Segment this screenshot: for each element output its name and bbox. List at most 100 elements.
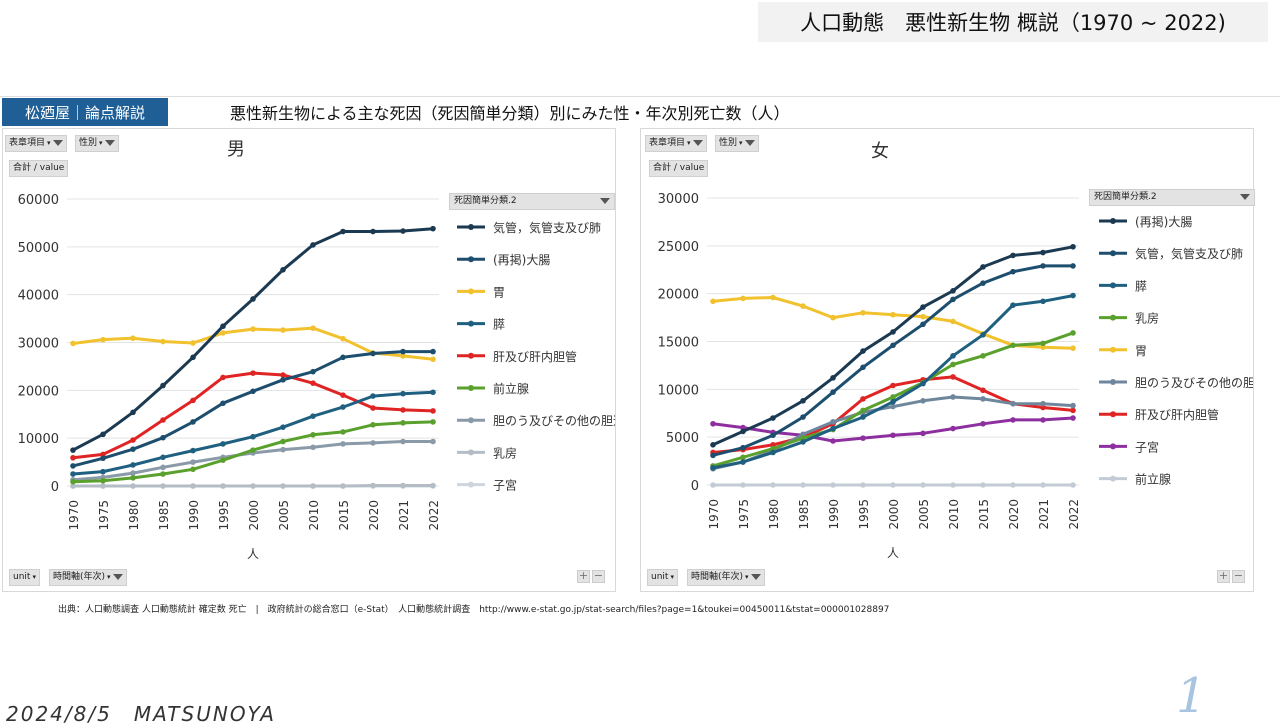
data-point xyxy=(1040,400,1046,407)
legend-label: 肝及び肝内胆管 xyxy=(493,349,577,364)
data-point xyxy=(830,419,836,425)
data-point xyxy=(800,435,806,441)
data-point xyxy=(950,296,956,303)
slide-title: 人口動態 悪性新生物 概説（1970 ~ 2022) xyxy=(800,11,1226,35)
data-point xyxy=(280,424,286,430)
data-point xyxy=(860,396,866,402)
data-point xyxy=(950,425,956,432)
data-point xyxy=(100,431,106,438)
data-point xyxy=(250,433,256,440)
unit-button[interactable]: unit ▾ xyxy=(647,569,678,586)
data-point xyxy=(100,468,106,475)
data-point xyxy=(830,314,836,321)
filter-item-button[interactable]: 表章項目 ▾ xyxy=(645,135,707,152)
time-axis-button[interactable]: 時間軸(年次) ▾ xyxy=(49,569,127,586)
data-point xyxy=(310,325,316,331)
data-point xyxy=(860,482,866,488)
data-point xyxy=(950,482,956,488)
legend-label: 膵 xyxy=(1135,279,1147,293)
y-tick-label: 30000 xyxy=(658,192,699,207)
data-point xyxy=(310,432,316,438)
data-point xyxy=(890,329,896,335)
data-point xyxy=(190,397,196,404)
time-axis-button[interactable]: 時間軸(年次) ▾ xyxy=(687,569,765,586)
data-point xyxy=(770,432,776,439)
data-point xyxy=(710,298,716,305)
x-tick-label: 1990 xyxy=(187,500,201,531)
data-point xyxy=(400,390,406,397)
zoom-in-button[interactable]: + xyxy=(1217,569,1230,583)
filter-sex-button[interactable]: 性別 ▾ xyxy=(715,135,759,152)
data-point xyxy=(340,354,346,361)
data-point xyxy=(740,428,746,435)
data-point xyxy=(160,454,166,461)
filter-icon xyxy=(104,139,115,146)
data-point xyxy=(740,459,746,465)
data-point xyxy=(1010,482,1016,488)
x-tick-label: 2020 xyxy=(367,500,381,531)
zoom-out-button[interactable]: − xyxy=(592,569,605,583)
data-point xyxy=(100,455,106,462)
data-point xyxy=(890,403,896,410)
data-point xyxy=(800,431,806,438)
x-tick-label: 1980 xyxy=(767,499,781,530)
data-point xyxy=(430,419,436,425)
data-point xyxy=(710,464,716,471)
data-point xyxy=(1070,330,1076,336)
data-point xyxy=(1070,243,1076,250)
series-line xyxy=(712,294,1074,470)
filter-item-button[interactable]: 表章項目 ▾ xyxy=(5,135,67,152)
data-point xyxy=(860,310,866,316)
x-tick-label: 2021 xyxy=(1037,499,1051,530)
data-point xyxy=(890,311,896,318)
data-point xyxy=(130,475,136,481)
data-point xyxy=(130,335,136,341)
data-point xyxy=(280,377,286,383)
zoom-in-button[interactable]: + xyxy=(577,569,590,583)
filter-sex-button[interactable]: 性別 ▾ xyxy=(75,135,119,152)
legend-filter-button[interactable]: 死因簡単分類.2 xyxy=(1089,189,1255,206)
data-point xyxy=(980,482,986,488)
x-tick-label: 1985 xyxy=(157,500,171,531)
data-point xyxy=(980,353,986,359)
legend-marker xyxy=(1110,411,1116,418)
x-tick-label: 1975 xyxy=(97,500,111,531)
data-point xyxy=(830,425,836,432)
data-point xyxy=(310,444,316,451)
data-point xyxy=(310,483,316,489)
data-point xyxy=(340,483,346,489)
zoom-out-button[interactable]: − xyxy=(1232,569,1245,583)
data-point xyxy=(70,454,76,461)
value-field-button[interactable]: 合計 / value xyxy=(9,160,69,177)
data-point xyxy=(980,280,986,286)
filter-icon xyxy=(692,139,703,146)
data-point xyxy=(800,398,806,404)
data-point xyxy=(340,429,346,435)
data-point xyxy=(370,482,376,489)
data-point xyxy=(100,483,106,489)
legend-label: 胆のう及びその他の胆道 xyxy=(1135,376,1253,390)
data-point xyxy=(740,482,746,488)
data-point xyxy=(310,368,316,375)
value-field-button[interactable]: 合計 / value xyxy=(649,160,709,177)
data-point xyxy=(370,440,376,446)
data-point xyxy=(860,435,866,441)
x-tick-label: 1990 xyxy=(827,499,841,530)
data-point xyxy=(920,430,926,437)
data-point xyxy=(430,408,436,414)
data-point xyxy=(800,482,806,488)
legend-filter-button[interactable]: 死因簡単分類.2 xyxy=(449,193,615,210)
data-point xyxy=(130,446,136,452)
data-point xyxy=(1070,415,1076,421)
data-point xyxy=(400,353,406,359)
data-point xyxy=(220,483,226,489)
legend-label: (再掲)大腸 xyxy=(493,252,550,267)
x-tick-label: 1995 xyxy=(217,500,231,531)
data-point xyxy=(710,452,716,459)
legend-label: 肝及び肝内胆管 xyxy=(1135,407,1219,422)
filter-icon xyxy=(1240,194,1250,200)
data-point xyxy=(340,228,346,235)
y-tick-label: 10000 xyxy=(658,383,699,398)
data-point xyxy=(710,442,716,448)
unit-button[interactable]: unit ▾ xyxy=(9,569,40,586)
